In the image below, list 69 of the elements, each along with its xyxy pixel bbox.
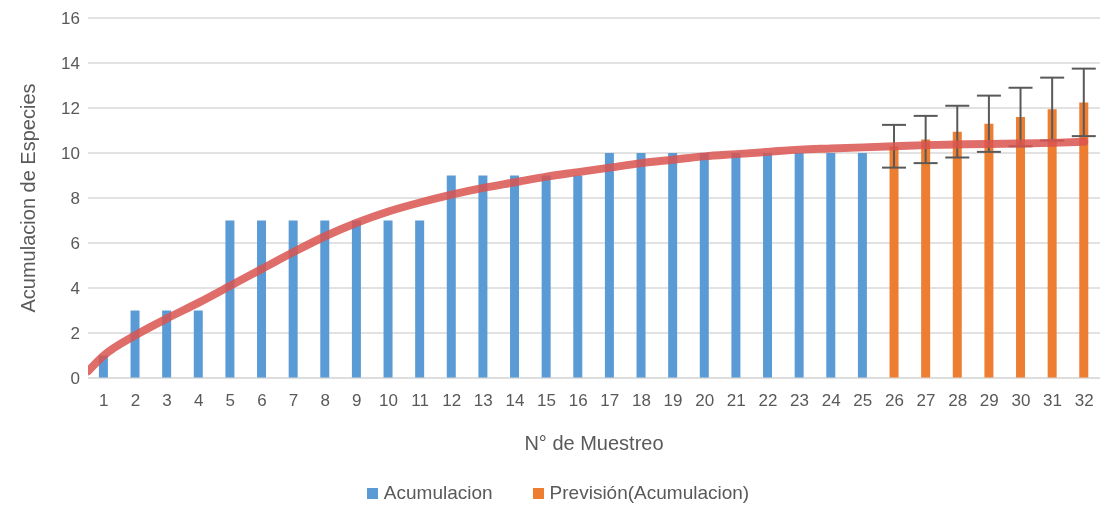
bar (1047, 109, 1057, 378)
x-tick-label: 16 (568, 391, 588, 411)
x-tick-label: 2 (130, 391, 141, 411)
bar (257, 220, 267, 378)
x-tick-label: 26 (884, 391, 904, 411)
x-tick-label: 31 (1043, 391, 1063, 411)
x-tick-label: 32 (1074, 391, 1094, 411)
bar (763, 153, 773, 378)
y-tick-label: 8 (70, 189, 80, 209)
x-tick-label: 8 (320, 391, 330, 411)
bar (446, 175, 456, 378)
x-tick-label: 18 (631, 391, 651, 411)
x-tick-label: 25 (853, 391, 873, 411)
x-tick-label: 7 (288, 391, 299, 411)
bar (1079, 102, 1089, 378)
x-tick-label: 28 (948, 391, 968, 411)
y-tick-label: 2 (70, 324, 80, 344)
x-tick-label: 1 (99, 391, 109, 411)
x-tick-label: 11 (411, 391, 429, 411)
bar (636, 153, 646, 378)
x-tick-label: 4 (193, 391, 204, 411)
bar (794, 153, 804, 378)
x-tick-label: 14 (505, 391, 525, 411)
y-axis-title: Acumulacion de Especies (17, 83, 40, 313)
x-tick-label: 13 (473, 391, 493, 411)
x-tick-label: 19 (663, 391, 683, 411)
y-tick-label: 16 (61, 9, 80, 29)
x-tick-label: 3 (162, 391, 172, 411)
bar (478, 175, 488, 378)
y-tick-label: 6 (70, 234, 80, 254)
x-tick-label: 5 (225, 391, 236, 411)
x-tick-label: 15 (537, 391, 557, 411)
x-tick-label: 6 (257, 391, 267, 411)
bar (921, 139, 931, 378)
x-axis-title: N° de Muestreo (524, 432, 664, 454)
x-tick-label: 22 (758, 391, 778, 411)
bar (668, 153, 678, 378)
x-tick-label: 9 (352, 391, 362, 411)
bar (1016, 117, 1026, 378)
bar (984, 123, 994, 378)
x-tick-label: 21 (726, 391, 746, 411)
y-tick-label: 10 (61, 144, 80, 164)
x-tick-label: 10 (378, 391, 398, 411)
x-tick-label: 23 (790, 391, 810, 411)
legend-label: Previsión(Acumulacion) (549, 482, 750, 504)
bar (604, 153, 614, 378)
y-tick-label: 14 (61, 54, 80, 74)
x-tick-label: 17 (600, 391, 620, 411)
bar (288, 220, 298, 378)
bar (383, 220, 393, 378)
x-tick-label: 30 (1011, 391, 1031, 411)
bar (320, 220, 330, 378)
x-tick-label: 29 (979, 391, 999, 411)
legend-label: Acumulacion (383, 482, 493, 504)
bar (952, 131, 962, 378)
bar (510, 175, 520, 378)
x-tick-label: 24 (821, 391, 841, 411)
bar (857, 153, 867, 378)
bar (826, 153, 836, 378)
bar (225, 220, 235, 378)
x-tick-label: 12 (442, 391, 462, 411)
bar (573, 175, 583, 378)
bar (415, 220, 425, 378)
y-tick-label: 4 (70, 279, 80, 299)
x-tick-label: 27 (916, 391, 936, 411)
y-tick-label: 0 (70, 369, 80, 389)
bar (193, 310, 203, 378)
y-tick-label: 12 (61, 99, 80, 119)
x-tick-label: 20 (695, 391, 715, 411)
